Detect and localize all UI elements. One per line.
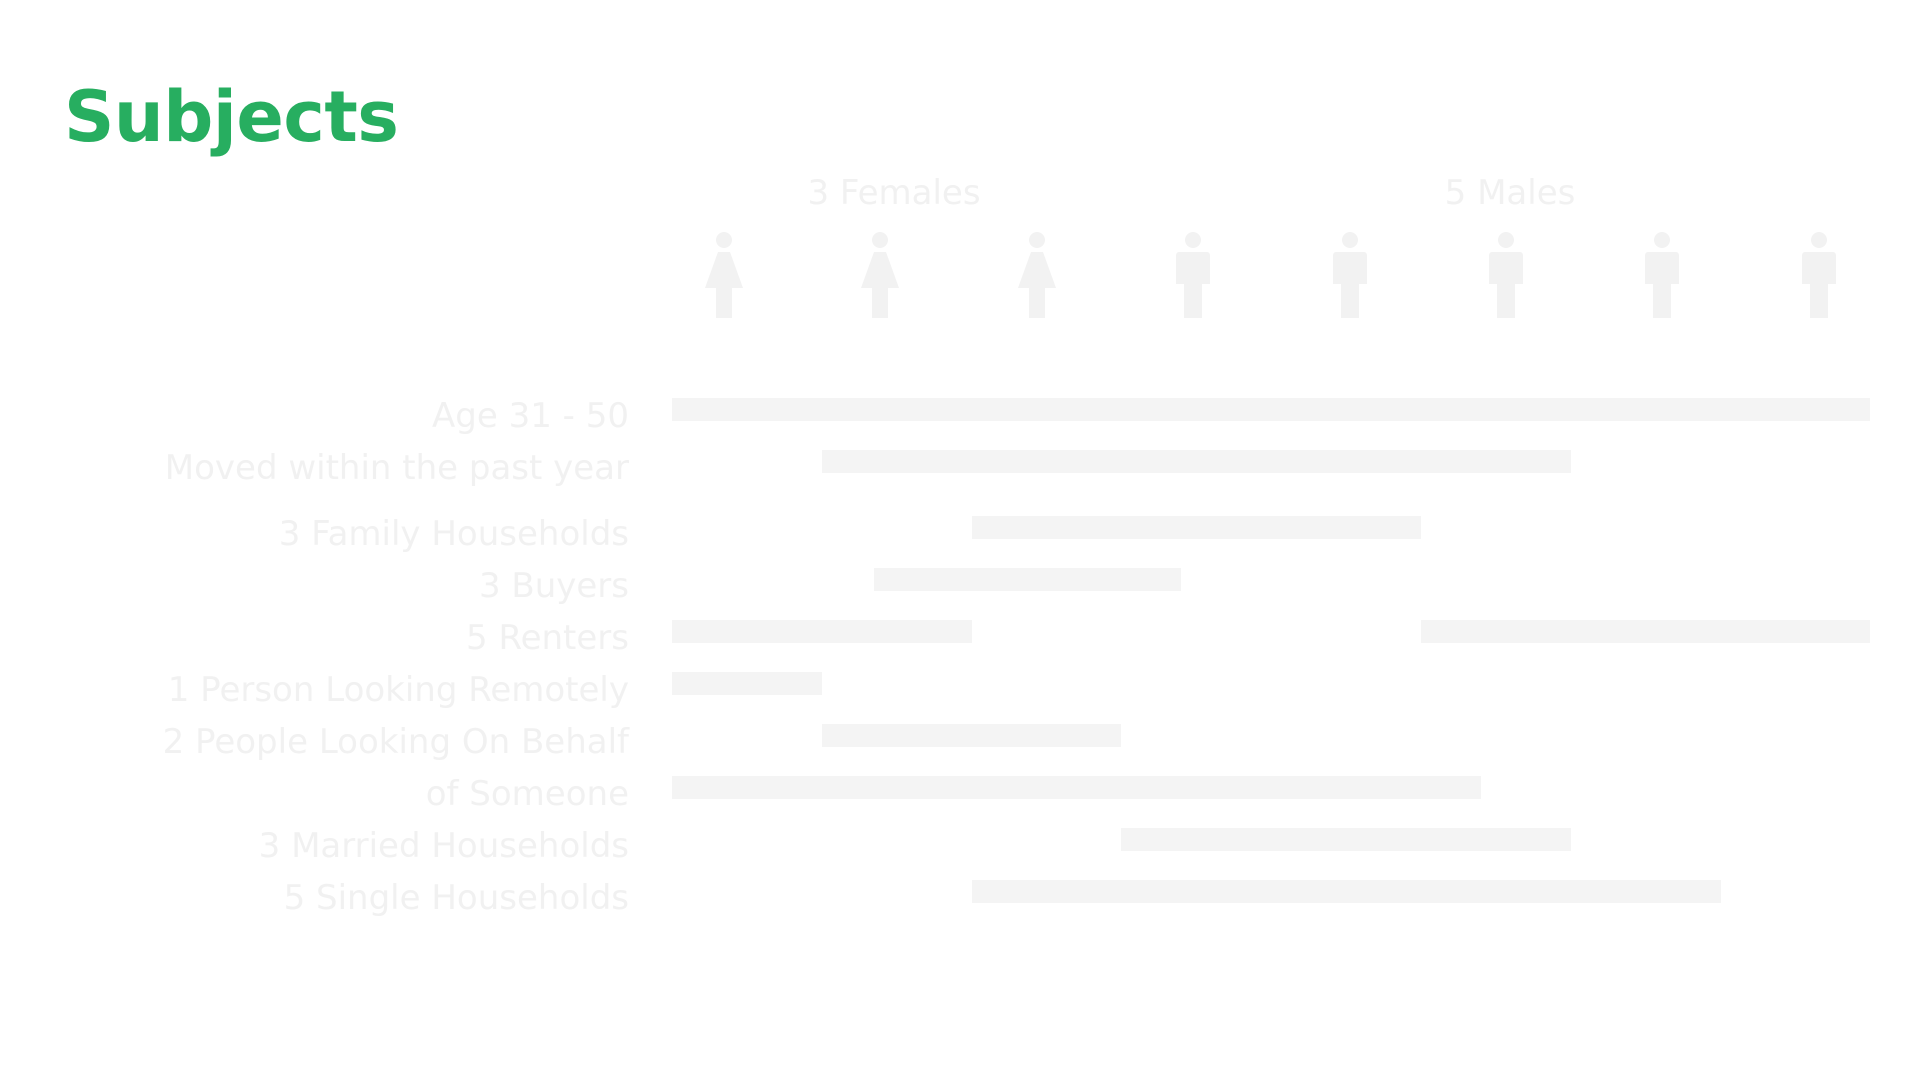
bar-row-2-segment-1 xyxy=(821,450,1571,473)
female-person-icon xyxy=(701,232,747,322)
bar-row-6-segment-1 xyxy=(672,672,822,695)
row-label-family-households: 3 Family Households xyxy=(278,514,629,554)
page-title: Subjects xyxy=(64,76,399,158)
male-person-icon xyxy=(1327,232,1373,322)
female-person-icon xyxy=(1014,232,1060,322)
bar-row-10-segment-1 xyxy=(971,880,1721,903)
row-label-of-someone: of Someone xyxy=(425,774,629,814)
row-label-single-households: 5 Single Households xyxy=(283,878,629,918)
row-label-married-households: 3 Married Households xyxy=(258,826,629,866)
bar-row-1-segment-1 xyxy=(672,398,1871,421)
row-label-moved: Moved within the past year xyxy=(164,448,629,488)
bar-row-3-segment-1 xyxy=(971,516,1421,539)
male-person-icon xyxy=(1483,232,1529,322)
male-person-icon xyxy=(1170,232,1216,322)
group-label-females: 3 Females xyxy=(807,173,981,213)
male-person-icon xyxy=(1796,232,1842,322)
bar-row-5-segment-2 xyxy=(1421,620,1871,643)
bar-row-8-segment-1 xyxy=(672,776,1481,799)
row-label-buyers: 3 Buyers xyxy=(478,566,629,606)
row-label-looking-remotely: 1 Person Looking Remotely xyxy=(167,670,629,710)
bar-row-5-segment-1 xyxy=(672,620,972,643)
female-person-icon xyxy=(857,232,903,322)
row-label-renters: 5 Renters xyxy=(466,618,629,658)
bar-row-7-segment-1 xyxy=(821,724,1122,747)
group-label-males: 5 Males xyxy=(1444,173,1576,213)
row-label-age: Age 31 - 50 xyxy=(432,396,629,436)
row-label-looking-on-behalf: 2 People Looking On Behalf xyxy=(162,722,629,762)
male-person-icon xyxy=(1639,232,1685,322)
bar-row-9-segment-1 xyxy=(1121,828,1571,851)
bar-row-4-segment-1 xyxy=(874,568,1182,591)
